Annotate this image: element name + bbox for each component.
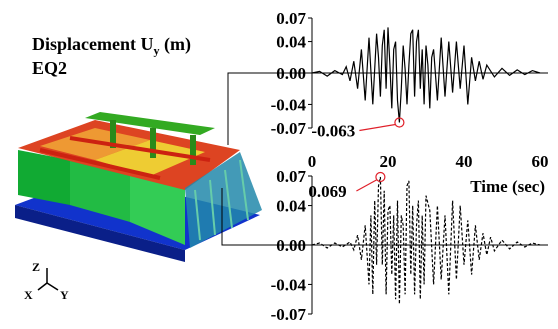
y-tick-label: 0.04	[276, 33, 306, 52]
structure-column-3	[190, 135, 196, 165]
x-tick-label: 20	[380, 152, 397, 171]
structure-roof-panel-1	[40, 128, 150, 160]
structure-column-1	[110, 120, 116, 148]
y-tick-label: 0.00	[276, 236, 306, 255]
structure-red-beam	[39, 148, 161, 180]
x-axis-label: X	[24, 288, 33, 302]
x-tick-label: 40	[456, 152, 473, 171]
y-tick-label: -0.07	[271, 119, 307, 138]
x-axis-arrow	[37, 282, 48, 291]
coordinate-axes-icon	[37, 268, 59, 291]
peak-label: -0.063	[311, 122, 355, 141]
leader-line-bottom	[221, 188, 312, 246]
brace-line	[239, 159, 249, 221]
y-tick-label: 0.04	[276, 197, 306, 216]
series-line-bottom	[311, 176, 541, 305]
y-tick-label: -0.07	[271, 305, 307, 324]
structure-wall-mid	[70, 160, 130, 222]
peak-pointer	[359, 123, 396, 132]
y-axis-arrow	[46, 282, 59, 291]
structure-red-beam	[69, 136, 211, 162]
structure-column-2	[150, 128, 156, 158]
x-axis-label: Time (sec)	[470, 177, 545, 196]
peak-pointer	[356, 179, 377, 192]
series-line-top	[311, 27, 541, 123]
y-tick-label: 0.00	[276, 64, 306, 83]
x-tick-label: 60	[532, 152, 549, 171]
structure-top-beam	[85, 112, 215, 135]
y-tick-label: -0.04	[271, 95, 307, 114]
structure-model-illustration	[15, 112, 262, 262]
y-tick-label: 0.07	[276, 167, 306, 186]
structure-wall-right	[130, 175, 185, 245]
structure-base-side	[15, 205, 185, 262]
brace-line	[224, 169, 233, 229]
brace-line	[194, 189, 201, 241]
title-main: Displacement U	[32, 34, 154, 54]
y-tick-label: 0.07	[276, 9, 306, 28]
x-tick-label: 0	[308, 152, 317, 171]
brace-line	[209, 179, 216, 236]
peak-marker	[394, 117, 405, 128]
y-tick-label: -0.04	[271, 275, 307, 294]
structure-wall-left	[18, 150, 70, 205]
title-unit: (m)	[159, 34, 191, 54]
peak-label: 0.069	[308, 182, 346, 201]
leader-line-top	[227, 72, 312, 145]
peak-marker	[375, 171, 386, 183]
z-axis-label: Z	[32, 260, 40, 274]
chart-bottom: 0.07 0.04 0.00 -0.04 -0.07 0.069	[271, 167, 548, 324]
title-subscript: y	[153, 43, 160, 58]
chart-top: 0.07 0.04 0.00 -0.04 -0.070 20 40 60 Time (sec) -…	[271, 9, 549, 196]
chart-subtitle: EQ2	[32, 58, 68, 78]
y-axis-label: Y	[60, 288, 69, 302]
chart-title: Displacement Uy (m)	[32, 34, 191, 59]
